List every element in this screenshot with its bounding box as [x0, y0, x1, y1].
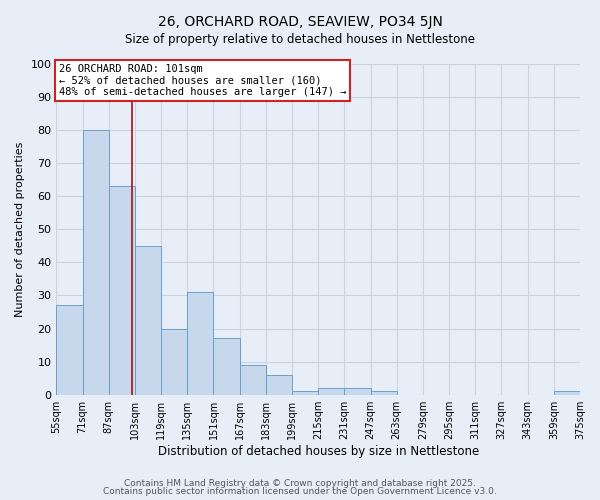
Bar [318, 388, 344, 394]
Bar [109, 186, 135, 394]
Bar [83, 130, 109, 394]
Text: Contains HM Land Registry data © Crown copyright and database right 2025.: Contains HM Land Registry data © Crown c… [124, 478, 476, 488]
Text: Size of property relative to detached houses in Nettlestone: Size of property relative to detached ho… [125, 32, 475, 46]
Text: 26 ORCHARD ROAD: 101sqm
← 52% of detached houses are smaller (160)
48% of semi-d: 26 ORCHARD ROAD: 101sqm ← 52% of detache… [59, 64, 347, 97]
Bar [214, 338, 239, 394]
Bar [344, 388, 371, 394]
Bar [371, 392, 397, 394]
Bar [187, 292, 214, 394]
Bar [554, 392, 580, 394]
Bar [161, 328, 187, 394]
Text: 26, ORCHARD ROAD, SEAVIEW, PO34 5JN: 26, ORCHARD ROAD, SEAVIEW, PO34 5JN [158, 15, 442, 29]
Bar [135, 246, 161, 394]
Bar [292, 392, 318, 394]
X-axis label: Distribution of detached houses by size in Nettlestone: Distribution of detached houses by size … [158, 444, 479, 458]
Bar [266, 375, 292, 394]
Y-axis label: Number of detached properties: Number of detached properties [15, 142, 25, 317]
Text: Contains public sector information licensed under the Open Government Licence v3: Contains public sector information licen… [103, 487, 497, 496]
Bar [239, 365, 266, 394]
Bar [56, 306, 83, 394]
